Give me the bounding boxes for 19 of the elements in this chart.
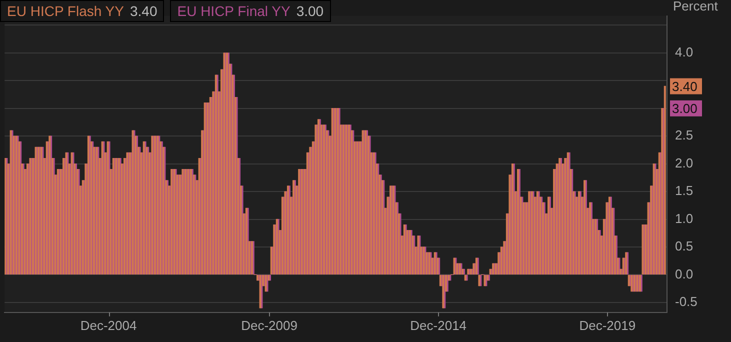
- y-tick-label: 2.5: [675, 128, 694, 143]
- y-axis-title: Percent: [673, 0, 718, 14]
- y-tick-label: 1.5: [675, 183, 694, 198]
- x-tick-label: Dec-2009: [241, 318, 298, 333]
- x-tick-label: Dec-2019: [579, 318, 636, 333]
- y-tick-label: 0.5: [675, 238, 694, 254]
- x-tick-label: Dec-2004: [80, 318, 137, 333]
- text: 3.00: [672, 100, 698, 116]
- y-tick-label: -0.5: [675, 294, 698, 309]
- text: EU HICP Final YY: [177, 3, 290, 19]
- y-tick-label: 2.0: [675, 155, 694, 170]
- text: EU HICP Flash YY: [7, 3, 124, 19]
- x-tick-label: Dec-2014: [410, 318, 467, 333]
- y-tick-label: 4.0: [675, 44, 694, 60]
- y-tick-label: 0.0: [675, 266, 694, 282]
- annotation: 3.40: [130, 3, 158, 19]
- annotation: 3.00: [296, 3, 324, 19]
- text: 3.40: [672, 78, 698, 94]
- y-tick-label: 1.0: [675, 210, 694, 226]
